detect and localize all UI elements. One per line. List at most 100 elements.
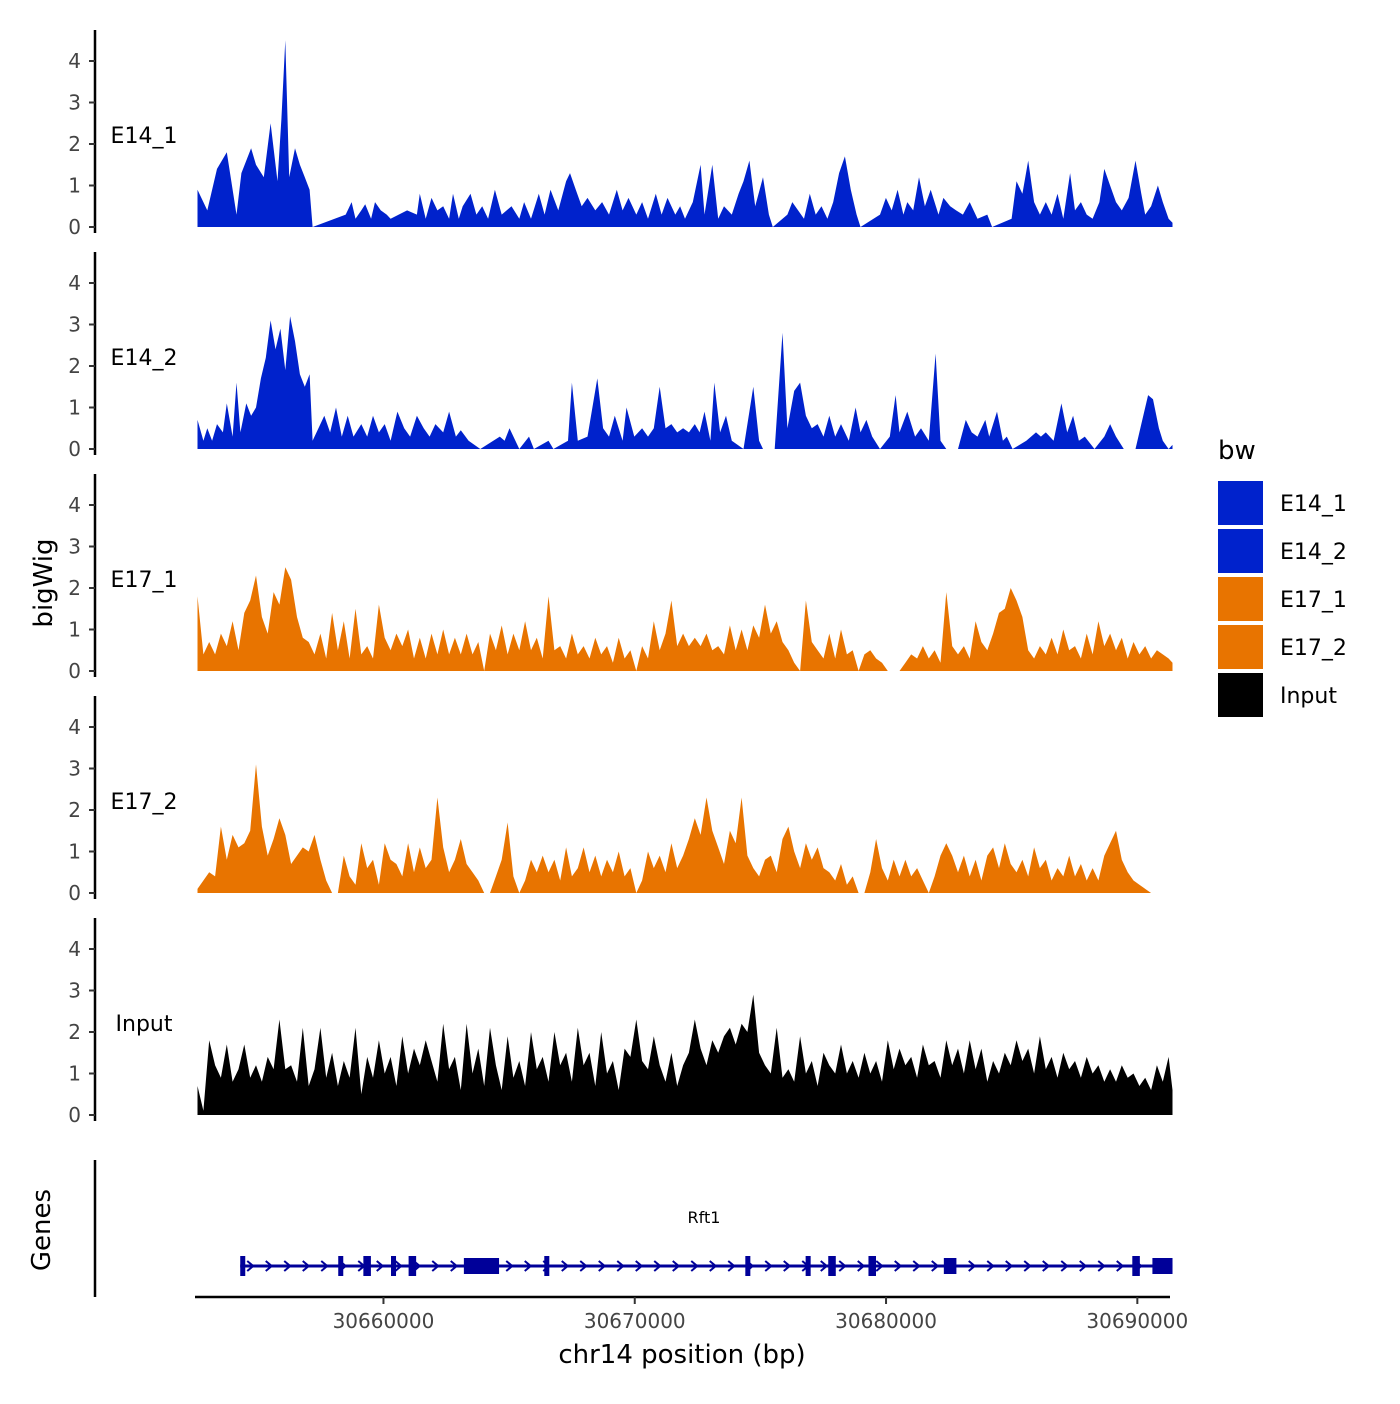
y-tick-label: 3 [68,535,81,559]
gene-name-label: Rft1 [688,1208,721,1227]
gene-exon [544,1256,550,1276]
strand-arrow-icon [1060,1260,1069,1272]
legend-swatch [1218,481,1263,525]
x-axis-ticks: 30660000 30670000 30680000 30690000 [333,1297,1188,1333]
y-tick-label: 4 [68,715,81,739]
gene-exon [868,1256,876,1276]
track-label: E17_1 [111,568,178,593]
y-axis-title: bigWig [29,538,59,627]
gene-exon [391,1256,397,1276]
x-tick-label: 30690000 [1086,1309,1188,1333]
strand-arrow-icon [320,1260,329,1272]
legend-label: E14_1 [1280,492,1347,517]
strand-arrow-icon [690,1260,699,1272]
strand-arrow-icon [1042,1260,1051,1272]
legend-title: bw [1218,436,1256,466]
gene-exon [338,1256,344,1276]
strand-arrow-icon [783,1260,792,1272]
y-tick-label: 1 [68,396,81,420]
gene-exon [240,1256,246,1276]
track-label: E14_1 [111,124,178,149]
track-panel-input: 0 1 2 3 4 Input [68,918,1173,1127]
x-axis-title: chr14 position (bp) [558,1340,805,1370]
strand-arrow-icon [912,1260,921,1272]
track-label: E14_2 [111,346,178,371]
strand-arrow-icon [1116,1260,1125,1272]
gene-exon [943,1258,957,1274]
strand-arrow-icon [561,1260,570,1272]
strand-arrow-icon [1005,1260,1014,1272]
strand-arrow-icon [1097,1260,1106,1272]
y-tick-label: 2 [68,798,81,822]
legend-swatch [1218,625,1263,669]
track-panels: 0 1 2 3 4 E14_1 0 1 2 3 4 E14_2 0 1 2 3 4 E17_1 0 1 2 3 4 E17_2… [68,30,1173,1127]
y-tick-label: 1 [68,618,81,642]
strand-arrow-icon [653,1260,662,1272]
signal-area-e17-1 [197,567,1173,671]
y-tick-label: 1 [68,840,81,864]
strand-arrow-icon [727,1260,736,1272]
track-panel-e14-2: 0 1 2 3 4 E14_2 [68,252,1173,461]
y-tick-label: 4 [68,493,81,517]
strand-arrow-icon [1079,1260,1088,1272]
y-tick-label: 3 [68,757,81,781]
strand-arrow-icon [265,1260,274,1272]
legend-label: E17_2 [1280,636,1347,661]
signal-area-e14-1 [197,40,1173,227]
strand-arrow-icon [431,1260,440,1272]
strand-arrow-icon [616,1260,625,1272]
gene-exon [463,1258,500,1274]
y-tick-label: 2 [68,132,81,156]
legend-swatch [1218,529,1263,573]
gene-exon [745,1256,751,1276]
strand-arrow-icon [376,1260,385,1272]
y-tick-label: 0 [68,437,81,461]
legend-label: E17_1 [1280,588,1347,613]
legend-items: E14_1 E14_2 E17_1 E17_2 Input [1218,481,1347,717]
gene-exon [408,1256,417,1276]
strand-arrow-icon [302,1260,311,1272]
signal-area-input [197,994,1173,1115]
strand-arrow-icon [672,1260,681,1272]
gene-exon [805,1256,811,1276]
gene-body [240,1256,1173,1276]
strand-arrow-icon [579,1260,588,1272]
y-tick-label: 1 [68,1062,81,1086]
gene-exon [363,1256,371,1276]
y-tick-label: 3 [68,91,81,115]
strand-arrow-icon [635,1260,644,1272]
strand-arrow-icon [875,1260,884,1272]
strand-arrow-icon [838,1260,847,1272]
strand-arrow-icon [394,1260,403,1272]
strand-arrow-icon [505,1260,514,1272]
legend-swatch [1218,577,1263,621]
strand-arrow-icon [857,1260,866,1272]
y-tick-label: 4 [68,937,81,961]
y-tick-label: 2 [68,354,81,378]
y-tick-label: 3 [68,313,81,337]
strand-arrow-icon [986,1260,995,1272]
track-panel-e17-2: 0 1 2 3 4 E17_2 [68,696,1173,905]
y-tick-label: 2 [68,576,81,600]
signal-area-e14-2 [197,316,1173,449]
strand-arrow-icon [931,1260,940,1272]
strand-arrow-icon [709,1260,718,1272]
strand-arrow-icon [764,1260,773,1272]
legend-swatch [1218,673,1263,717]
x-tick-label: 30660000 [333,1309,435,1333]
legend-item: E17_1 [1218,577,1347,621]
track-label: Input [116,1012,173,1037]
y-tick-label: 0 [68,1103,81,1127]
gene-exon [828,1256,836,1276]
legend-item: Input [1218,673,1337,717]
y-tick-label: 4 [68,271,81,295]
strand-arrow-icon [283,1260,292,1272]
legend-label: E14_2 [1280,540,1347,565]
strand-arrow-icon [524,1260,533,1272]
legend-label: Input [1280,684,1337,709]
y-tick-label: 4 [68,49,81,73]
strand-arrow-icon [1023,1260,1032,1272]
track-label: E17_2 [111,790,178,815]
